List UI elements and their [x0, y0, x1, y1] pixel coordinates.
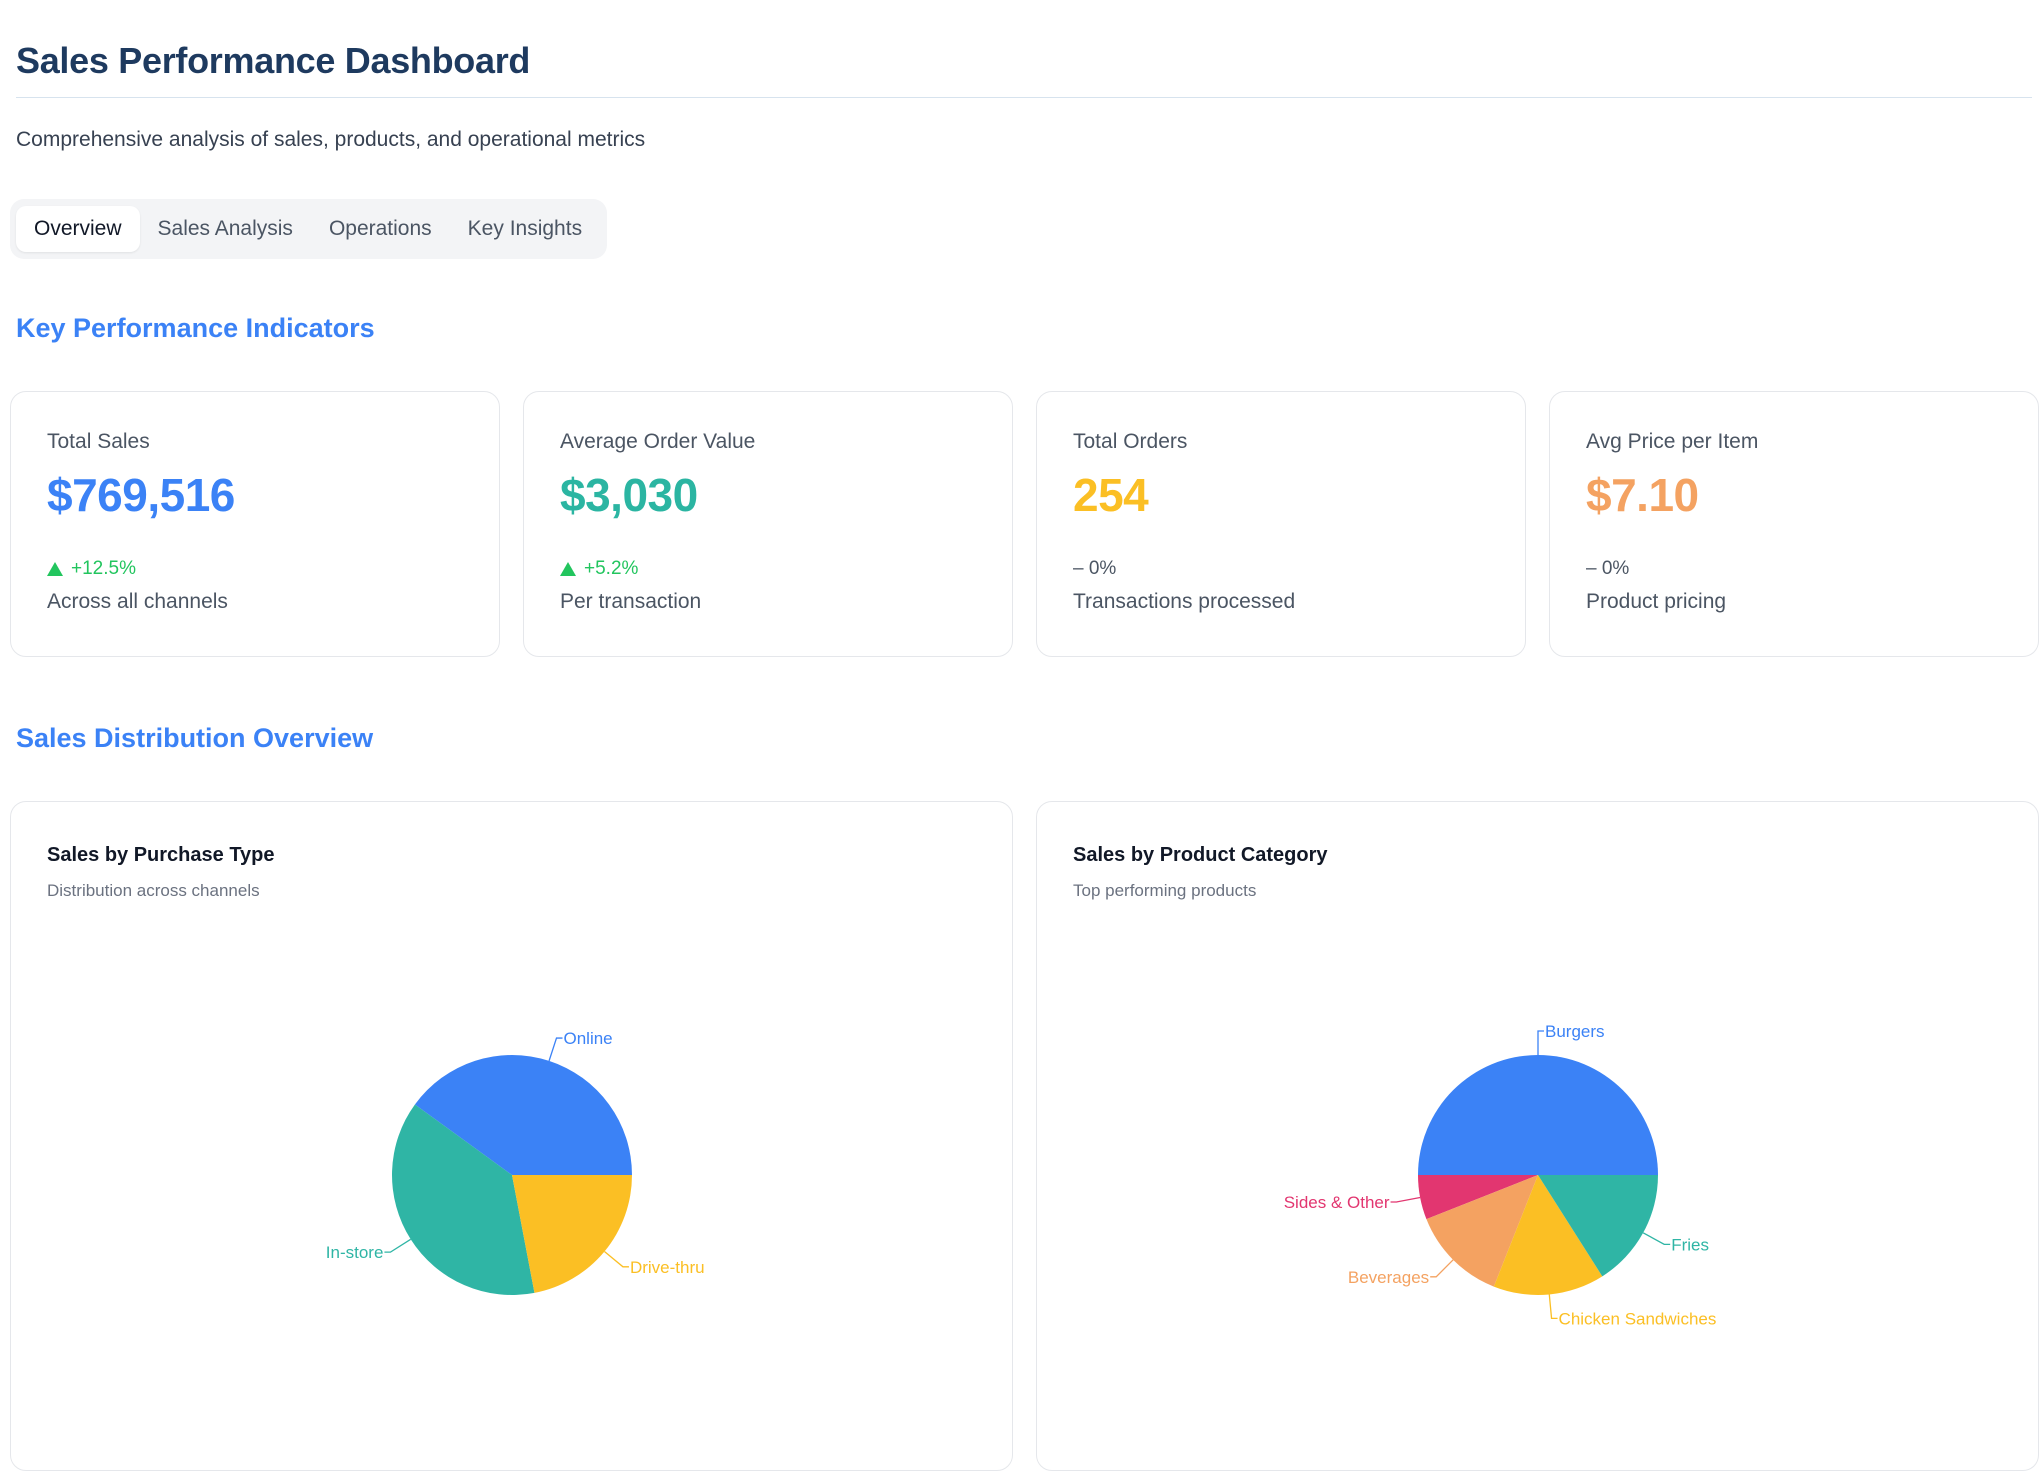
tab-sales-analysis[interactable]: Sales Analysis [157, 217, 293, 240]
page-title: Sales Performance Dashboard [16, 40, 531, 81]
kpi-card-total-sales: Total Sales $769,516 +12.5% Across all c… [10, 391, 500, 657]
kpi-card-avg-price-per-item: Avg Price per Item $7.10 – 0% Product pr… [1549, 391, 2039, 657]
pie-slice-sides-and-other[interactable] [1418, 1175, 1538, 1220]
pie-label-line-beverages [1430, 1259, 1454, 1278]
chart-title: Sales by Purchase Type [47, 844, 275, 866]
chart-card-product-category: Sales by Product Category Top performing… [1036, 801, 2039, 1471]
kpi-value: $3,030 [560, 469, 698, 521]
kpi-change: – 0% [1586, 558, 2002, 580]
title-divider [16, 97, 2032, 98]
kpi-change-value: – 0% [1073, 558, 1117, 579]
pie-label-line-sides-and-other [1390, 1196, 1421, 1203]
pie-label-chicken-sandwiches: Chicken Sandwiches [1559, 1309, 1717, 1328]
pie-label-line-fries [1642, 1232, 1671, 1246]
pie-label-drive-thru: Drive-thru [630, 1258, 705, 1277]
chart-subtitle: Distribution across channels [47, 881, 260, 900]
kpi-description: Across all channels [47, 590, 228, 613]
kpi-description: Product pricing [1586, 590, 1727, 613]
tab-bar: Overview Sales Analysis Operations Key I… [10, 199, 607, 259]
pie-label-line-drive-thru [604, 1250, 629, 1268]
tab-key-insights[interactable]: Key Insights [467, 217, 583, 240]
kpi-label: Average Order Value [560, 430, 756, 453]
kpi-change: +12.5% [47, 558, 463, 580]
pie-chart-product-category: Burgers Sides & Other Beverages Chicken San… [1284, 1022, 1717, 1328]
chart-card-purchase-type: Sales by Purchase Type Distribution acro… [10, 801, 1013, 1471]
pie-label-line-in-store [384, 1238, 412, 1253]
pie-label-fries: Fries [1671, 1235, 1709, 1254]
pie-slice-fries[interactable] [1538, 1175, 1658, 1277]
pie-label-line-chicken-sandwiches [1548, 1294, 1558, 1320]
page-subtitle: Comprehensive analysis of sales, product… [16, 128, 646, 151]
pie-label-in-store: In-store [326, 1243, 384, 1262]
pie-slice-in-store[interactable] [391, 1104, 535, 1295]
kpi-section-title: Key Performance Indicators [16, 313, 375, 343]
kpi-change-value: +5.2% [584, 558, 639, 579]
trend-up-icon [47, 562, 63, 576]
kpi-change-value: +12.5% [71, 558, 136, 579]
chart-subtitle: Top performing products [1073, 881, 1257, 900]
pie-slice-beverages[interactable] [1426, 1175, 1538, 1287]
kpi-change-value: – 0% [1586, 558, 1630, 579]
kpi-card-average-order-value: Average Order Value $3,030 +5.2% Per tra… [523, 391, 1013, 657]
pie-label-sides-and-other: Sides & Other [1284, 1193, 1390, 1212]
kpi-change: +5.2% [560, 558, 976, 580]
kpi-value: $769,516 [47, 469, 235, 521]
kpi-label: Total Sales [47, 430, 150, 453]
kpi-change: – 0% [1073, 558, 1489, 580]
kpi-description: Per transaction [560, 590, 702, 613]
tab-overview[interactable]: Overview [16, 206, 140, 252]
pie-chart-purchase-type: Online In-store Drive-thru [326, 1029, 705, 1295]
pie-label-burgers: Burgers [1545, 1022, 1605, 1041]
pie-slice-online[interactable] [414, 1055, 632, 1175]
pie-slice-chicken-sandwiches[interactable] [1493, 1175, 1603, 1295]
pie-label-online: Online [563, 1029, 612, 1048]
pie-slice-drive-thru[interactable] [512, 1175, 632, 1293]
kpi-card-total-orders: Total Orders 254 – 0% Transactions proce… [1036, 391, 1526, 657]
pie-slice-burgers[interactable] [1418, 1055, 1658, 1175]
kpi-value: $7.10 [1586, 469, 1699, 521]
pie-label-line-burgers [1537, 1030, 1544, 1055]
kpi-label: Avg Price per Item [1586, 430, 1759, 453]
trend-up-icon [560, 562, 576, 576]
kpi-label: Total Orders [1073, 430, 1188, 453]
tab-operations[interactable]: Operations [328, 217, 432, 240]
pie-label-line-online [548, 1037, 563, 1062]
pie-label-beverages: Beverages [1348, 1268, 1429, 1287]
kpi-row: Total Sales $769,516 +12.5% Across all c… [10, 391, 2040, 657]
distribution-section-title: Sales Distribution Overview [16, 723, 374, 753]
kpi-value: 254 [1073, 469, 1149, 521]
chart-title: Sales by Product Category [1073, 844, 1328, 866]
kpi-description: Transactions processed [1073, 590, 1296, 613]
